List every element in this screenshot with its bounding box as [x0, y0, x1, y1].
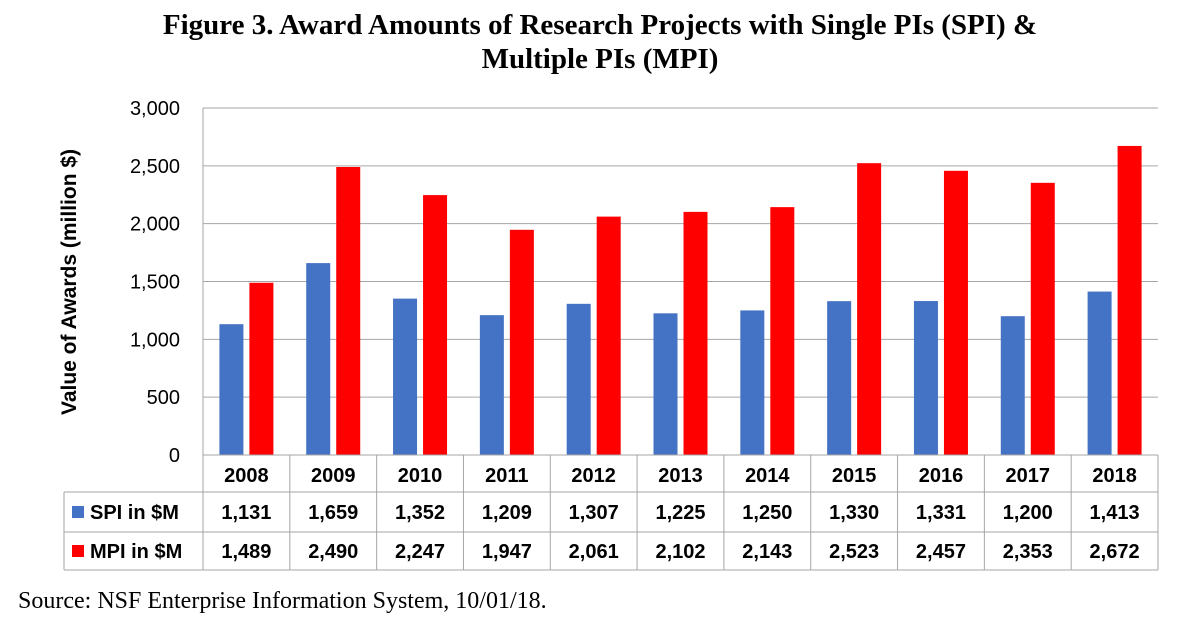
chart-title-line-1: Figure 3. Award Amounts of Research Proj…	[162, 9, 1038, 41]
y-tick-label: 1,000	[130, 329, 180, 351]
spi-value-2010: 1,352	[395, 502, 445, 524]
spi-value-2011: 1,209	[482, 502, 532, 524]
spi-bar-2011	[479, 315, 504, 455]
spi-bar-2016	[913, 301, 938, 455]
spi-bar-2009	[306, 263, 331, 455]
mpi-value-2013: 2,102	[655, 541, 705, 563]
x-tick-label-2014: 2014	[745, 465, 790, 487]
x-tick-label-2008: 2008	[224, 465, 269, 487]
chart-title: Figure 3. Award Amounts of Research Proj…	[0, 8, 1200, 76]
x-tick-label-2016: 2016	[919, 465, 964, 487]
x-tick-label-2017: 2017	[1006, 465, 1051, 487]
spi-value-2008: 1,131	[221, 502, 271, 524]
y-tick-label: 1,500	[130, 272, 180, 294]
mpi-value-2018: 2,672	[1090, 541, 1140, 563]
x-tick-label-2009: 2009	[311, 465, 356, 487]
mpi-value-2010: 2,247	[395, 541, 445, 563]
mpi-value-2012: 2,061	[569, 541, 619, 563]
data-table: 2008 2009 2010 2011 2012 2013 2014 2015 2016 2017…	[63, 454, 1159, 571]
y-tick-labels: 0 500 1,000 1,500 2,000 2,500 3,000	[130, 98, 180, 467]
mpi-bar-2016	[943, 170, 968, 455]
y-axis-label: Value of Awards (million $)	[58, 149, 81, 415]
spi-bar-2018	[1087, 291, 1112, 455]
mpi-legend-swatch	[72, 545, 84, 557]
spi-value-2018: 1,413	[1090, 502, 1140, 524]
mpi-value-2017: 2,353	[1003, 541, 1053, 563]
spi-legend-label: SPI in $M	[90, 502, 179, 524]
y-tick-label: 2,000	[130, 214, 180, 236]
spi-bar-2012	[566, 303, 591, 455]
mpi-bar-2013	[683, 211, 708, 455]
mpi-value-2016: 2,457	[916, 541, 966, 563]
source-note: Source: NSF Enterprise Information Syste…	[18, 588, 547, 614]
x-tick-label-2011: 2011	[485, 465, 528, 487]
x-tick-label-2012: 2012	[571, 465, 616, 487]
y-tick-label: 0	[169, 445, 180, 467]
x-tick-label-2015: 2015	[832, 465, 877, 487]
bars	[219, 145, 1142, 456]
mpi-bar-2010	[423, 195, 448, 456]
y-tick-label: 500	[147, 387, 180, 409]
spi-bar-2013	[653, 313, 678, 455]
spi-legend-swatch	[72, 506, 84, 518]
spi-bar-2017	[1000, 316, 1025, 455]
mpi-value-2009: 2,490	[308, 541, 358, 563]
spi-value-2012: 1,307	[569, 502, 619, 524]
mpi-bar-2017	[1030, 182, 1055, 455]
mpi-value-2008: 1,489	[221, 541, 271, 563]
spi-value-2016: 1,331	[916, 502, 966, 524]
mpi-value-2014: 2,143	[742, 541, 792, 563]
mpi-bar-2008	[249, 282, 274, 455]
spi-value-2014: 1,250	[742, 502, 792, 524]
spi-value-2009: 1,659	[308, 502, 358, 524]
spi-bar-2014	[740, 310, 765, 455]
x-tick-label-2018: 2018	[1092, 465, 1137, 487]
mpi-bar-2009	[336, 166, 361, 456]
spi-value-2015: 1,330	[829, 502, 879, 524]
mpi-bar-2011	[509, 229, 534, 455]
mpi-bar-2012	[596, 216, 621, 455]
y-tick-label: 3,000	[130, 98, 180, 120]
mpi-value-2011: 1,947	[482, 541, 532, 563]
mpi-bar-2018	[1117, 145, 1142, 455]
chart-title-line-2: Multiple PIs (MPI)	[481, 43, 719, 75]
x-tick-label-2013: 2013	[658, 465, 703, 487]
spi-bar-2008	[219, 324, 244, 455]
y-tick-label: 2,500	[130, 156, 180, 178]
mpi-legend-label: MPI in $M	[90, 541, 182, 563]
spi-value-2013: 1,225	[655, 502, 705, 524]
mpi-bar-2014	[770, 207, 795, 455]
spi-bar-2015	[827, 301, 852, 455]
spi-bar-2010	[393, 298, 418, 455]
spi-value-2017: 1,200	[1003, 502, 1053, 524]
x-tick-label-2010: 2010	[398, 465, 443, 487]
mpi-bar-2015	[857, 163, 882, 455]
mpi-value-2015: 2,523	[829, 541, 879, 563]
